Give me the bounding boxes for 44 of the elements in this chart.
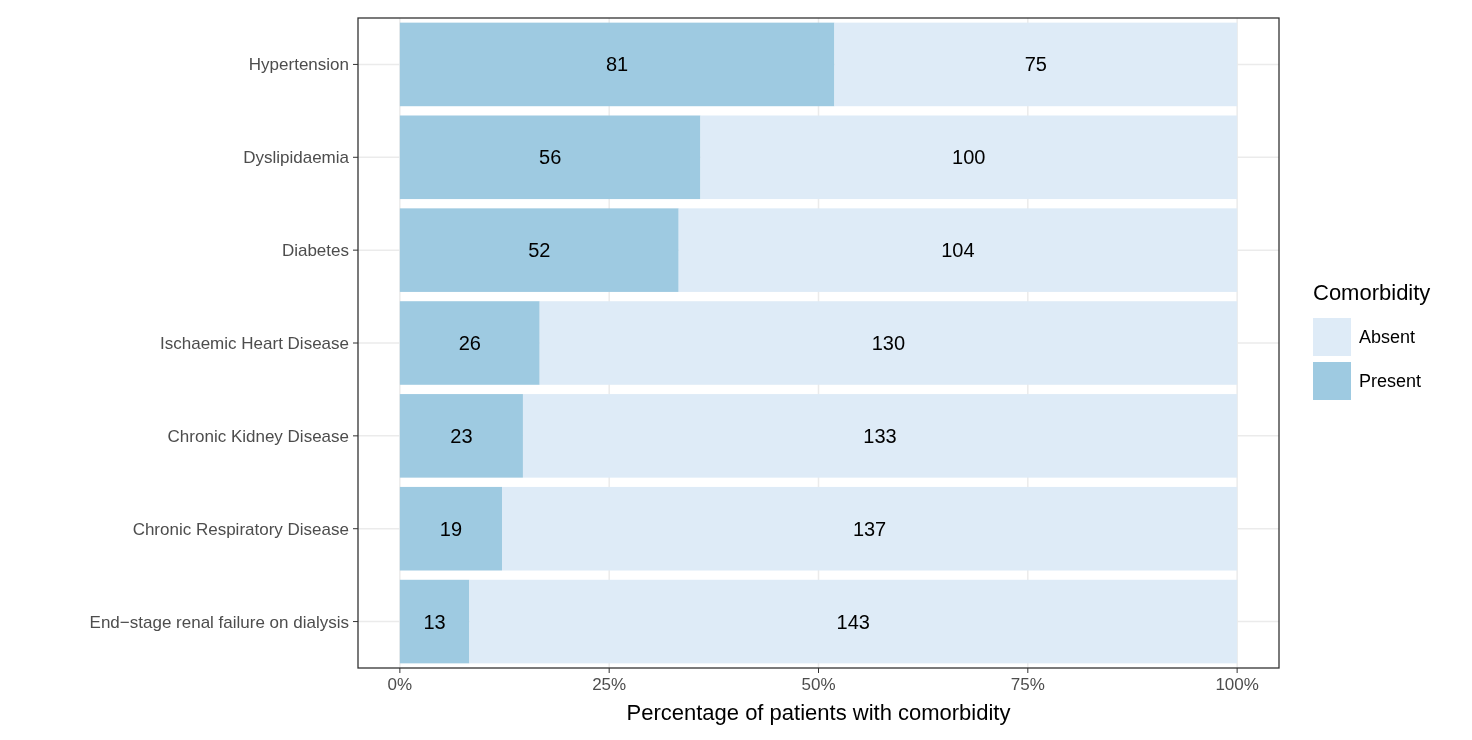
x-axis-title: Percentage of patients with comorbidity [626, 700, 1011, 725]
y-tick-label: Ischaemic Heart Disease [160, 333, 349, 353]
annotation: 143 [836, 610, 870, 633]
x-tick-label: 0% [387, 675, 413, 694]
annotation: 75 [1024, 53, 1047, 76]
bar [399, 208, 679, 292]
annotation: 133 [863, 424, 897, 447]
annotation: 56 [539, 146, 562, 169]
annotation: 52 [528, 239, 551, 262]
annotation: 100 [952, 146, 986, 169]
x-tick-label: 100% [1215, 675, 1259, 694]
y-tick-label: Diabetes [281, 241, 349, 261]
legend-title: Comorbidity [1313, 280, 1431, 305]
bar [522, 394, 1238, 478]
y-tick-label: End−stage renal failure on dialysis [89, 612, 349, 632]
y-tick-label: Chronic Kidney Disease [167, 426, 349, 446]
annotation: 104 [941, 239, 975, 262]
y-tick-label: Hypertension [248, 55, 349, 75]
annotation: 81 [606, 53, 629, 76]
x-tick-label: 50% [801, 675, 836, 694]
x-tick-label: 25% [592, 675, 627, 694]
annotation: 13 [423, 610, 446, 633]
bar [502, 486, 1238, 571]
bar [399, 394, 523, 478]
bar [539, 301, 1238, 385]
y-tick-label: Dyslipidaemia [243, 148, 350, 168]
bar [399, 115, 701, 200]
bar [399, 579, 470, 664]
annotation: 26 [458, 332, 481, 354]
bar [399, 22, 835, 107]
bar [469, 579, 1238, 664]
annotation: 137 [852, 517, 887, 540]
annotation: 23 [450, 424, 473, 447]
bar [700, 115, 1238, 200]
bar [399, 486, 503, 571]
y-tick-label: Chronic Respiratory Disease [132, 519, 349, 539]
bar [678, 208, 1238, 292]
bar [834, 22, 1238, 107]
x-tick-label: 75% [1010, 675, 1045, 694]
bar [399, 301, 540, 385]
annotation: 19 [439, 517, 463, 540]
legend-label: Present [1359, 371, 1422, 392]
legend-label: Absent [1359, 327, 1416, 348]
annotation: 130 [871, 332, 906, 354]
